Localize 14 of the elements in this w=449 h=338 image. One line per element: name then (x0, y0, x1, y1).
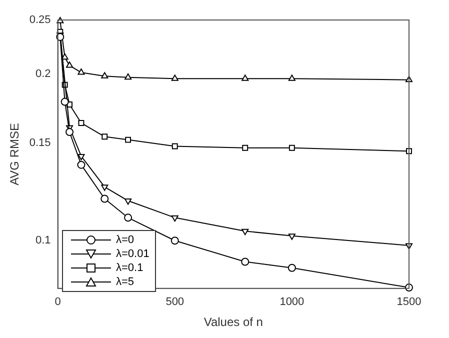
x-axis-title: Values of n (204, 315, 263, 330)
y-axis-title: AVG RMSE (8, 122, 22, 186)
x-tick-label: 500 (166, 296, 184, 308)
y-tick-label: 0.2 (36, 68, 51, 80)
legend-label: λ=0 (116, 233, 134, 247)
y-tick-label: 0.1 (36, 234, 51, 247)
x-tick-label: 1000 (280, 296, 304, 308)
y-tick-label: 0.25 (29, 14, 51, 26)
legend-label: λ=5 (116, 275, 134, 289)
x-tick-label: 0 (54, 296, 61, 308)
y-tick-label: 0.15 (29, 137, 51, 150)
legend-label: λ=0.1 (116, 261, 144, 275)
legend-label: λ=0.01 (116, 247, 150, 261)
x-tick-label: 1500 (396, 296, 422, 308)
